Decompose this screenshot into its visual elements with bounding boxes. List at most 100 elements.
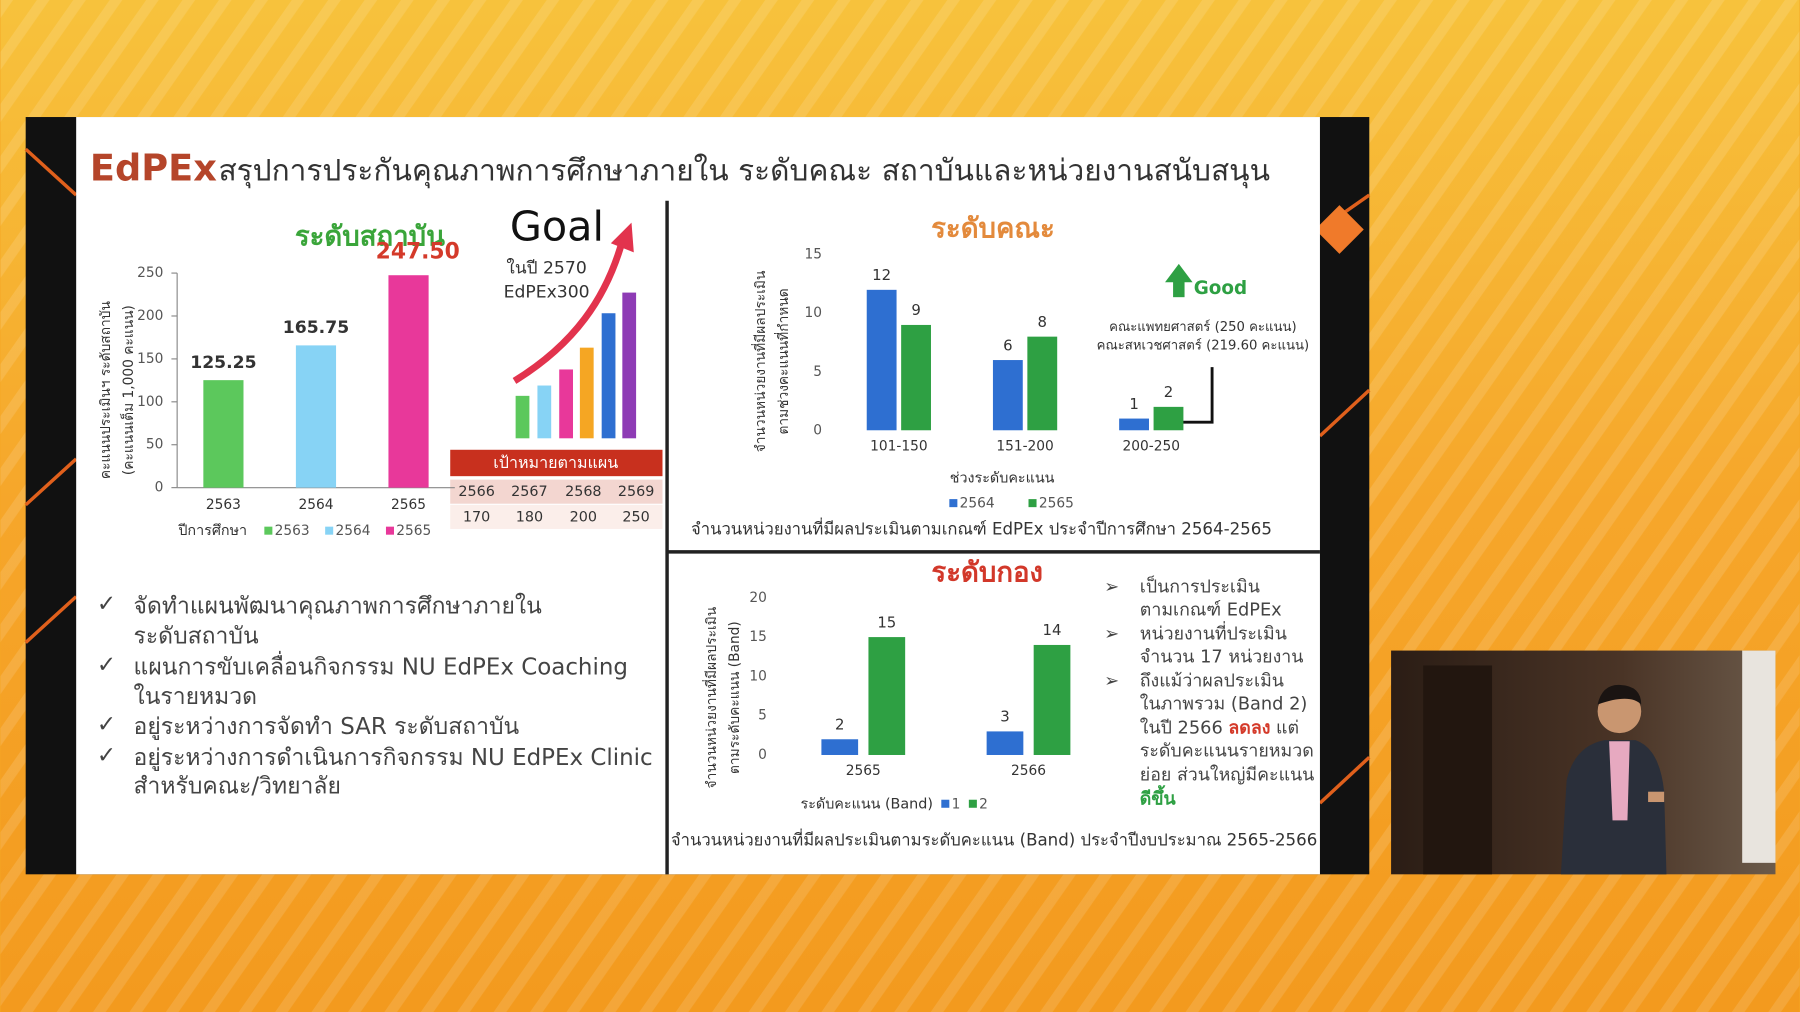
y-tick-label: 0: [758, 747, 767, 763]
note-highlight: ลดลง: [1228, 718, 1270, 739]
note-line: ย่อย ส่วนใหญ่มีคะแนน: [1140, 765, 1315, 786]
bar: [866, 289, 897, 431]
plan-year: 2569: [618, 484, 654, 500]
goal-deco-bar: [515, 395, 530, 439]
bar: [1033, 644, 1071, 755]
bullet-line: ระดับสถาบัน: [134, 623, 259, 649]
bullets: ✓ จัดทำแผนพัฒนาคุณภาพการศึกษาภายใน ระดับ…: [97, 591, 653, 799]
y-axis-label: จำนวนหน่วยงานที่มีผลประเมิน: [702, 606, 720, 788]
y-tick-label: 100: [137, 394, 163, 410]
legend-label: 2565: [1039, 496, 1074, 512]
plan-year: 2568: [565, 484, 601, 500]
frame-accent: [24, 147, 78, 644]
good-arrow-stem: [1173, 281, 1185, 298]
plan-year: 2566: [458, 484, 494, 500]
note-arrow: ➢: [1104, 624, 1119, 645]
y-tick-label: 250: [137, 265, 163, 281]
y-axis-label: คะแนนประเมินฯ ระดับสถาบัน: [98, 301, 114, 480]
note-arrow: ➢: [1104, 576, 1119, 597]
note-highlight: ดีขึ้น: [1140, 785, 1177, 810]
goal-deco-bar: [601, 313, 616, 439]
plan-target: 200: [570, 509, 597, 525]
good-arrow-head: [1165, 263, 1193, 283]
value-label: 247.50: [376, 239, 460, 264]
x-axis-label: ระดับคะแนน (Band): [801, 796, 933, 812]
bar: [1027, 336, 1058, 431]
notes: ➢ เป็นการประเมิน ตามเกณฑ์ EdPEx ➢ หน่วยง…: [1104, 575, 1314, 809]
bullet-line: จัดทำแผนพัฒนาคุณภาพการศึกษาภายใน: [134, 592, 543, 619]
y-tick-label: 0: [813, 422, 822, 438]
bar: [986, 731, 1024, 755]
value-label: 165.75: [283, 318, 349, 338]
y-axis-label: ตามระดับคะแนน (Band): [727, 621, 743, 774]
value-label: 15: [877, 613, 896, 631]
slide-title: สรุปการประกันคุณภาพการศึกษาภายใน ระดับคณ…: [218, 154, 1270, 189]
y-tick-label: 5: [758, 708, 767, 724]
value-label: 125.25: [190, 353, 256, 373]
legend-label: 2564: [960, 496, 995, 512]
x-tick-label: 200-250: [1123, 438, 1180, 454]
check: ✓: [97, 743, 116, 769]
note-arrow: ➢: [1104, 671, 1119, 692]
chart-title: ระดับกอง: [931, 557, 1043, 589]
annotation: คณะสหเวชศาสตร์ (219.60 คะแนน): [1097, 337, 1309, 353]
note-text: แต่: [1270, 718, 1299, 739]
legend-swatch: [1028, 499, 1037, 508]
y-tick-label: 15: [749, 629, 766, 645]
bar: [1153, 406, 1184, 431]
bullet-line: สำหรับคณะ/วิทยาลัย: [134, 774, 341, 800]
y-tick-label: 50: [146, 437, 164, 453]
legend-swatch: [385, 526, 394, 535]
x-tick-label: 2563: [206, 497, 241, 513]
legend-swatch: [949, 499, 958, 508]
y-axis-label: (คะแนนเต็ม 1,000 คะแนน): [119, 305, 137, 475]
plan-year: 2567: [511, 484, 547, 500]
goal-deco-bar: [559, 369, 573, 439]
legend-label: 2565: [396, 523, 431, 539]
goal-arrowhead: [610, 222, 634, 253]
x-tick-label: 101-150: [870, 438, 927, 454]
x-tick-label: 2565: [846, 763, 881, 779]
value-label: 6: [1003, 336, 1012, 354]
bar: [1119, 418, 1149, 431]
legend-label: 2: [979, 796, 988, 812]
y-tick-label: 10: [804, 305, 821, 321]
legend-label: 2564: [335, 523, 370, 539]
x-axis-label: ช่วงระดับคะแนน: [950, 470, 1055, 486]
chart-caption: จำนวนหน่วยงานที่มีผลประเมินตามเกณฑ์ EdPE…: [691, 518, 1272, 539]
value-label: 2: [1164, 383, 1173, 401]
x-tick-label: 2564: [298, 497, 333, 513]
bullet-line: อยู่ระหว่างการดำเนินการกิจกรรม NU EdPEx …: [134, 745, 653, 771]
y-tick-label: 20: [749, 590, 766, 606]
y-tick-label: 0: [155, 480, 164, 496]
goal-deco-bar: [579, 347, 594, 439]
annotation: Good: [1194, 278, 1247, 299]
plan-target: 180: [516, 509, 543, 525]
plan-header: [450, 449, 663, 477]
note-text: ในปี 2566: [1140, 718, 1229, 739]
bar: [203, 380, 244, 488]
x-tick-label: 2565: [391, 497, 426, 513]
chart-title: ระดับคณะ: [931, 212, 1055, 244]
chart-title: ระดับสถาบัน: [295, 221, 445, 253]
bullet-line: แผนการขับเคลื่อนกิจกรรม NU EdPEx Coachin…: [134, 650, 628, 680]
video-wall: [1742, 650, 1776, 863]
video-pillar: [1423, 665, 1493, 875]
legend-label: 2563: [275, 523, 310, 539]
x-tick-label: 2566: [1011, 763, 1046, 779]
check: ✓: [97, 652, 116, 678]
bar: [821, 739, 859, 755]
legend-swatch: [968, 799, 977, 808]
speaker-hair: [1597, 684, 1642, 705]
note-line: เป็นการประเมิน: [1140, 575, 1260, 597]
bar: [868, 637, 906, 755]
note-line: ระดับคะแนนรายหมวด: [1140, 741, 1314, 762]
value-label: 12: [872, 266, 891, 284]
plan-title: เป้าหมายตามแผน: [493, 453, 618, 472]
note-line: จำนวน 17 หน่วยงาน: [1140, 646, 1304, 667]
value-label: 2: [835, 715, 844, 733]
plan-target: 250: [622, 509, 649, 525]
annotation: คณะแพทยศาสตร์ (250 คะแนน): [1109, 319, 1297, 335]
bullet-line: ในรายหมวด: [134, 683, 258, 710]
